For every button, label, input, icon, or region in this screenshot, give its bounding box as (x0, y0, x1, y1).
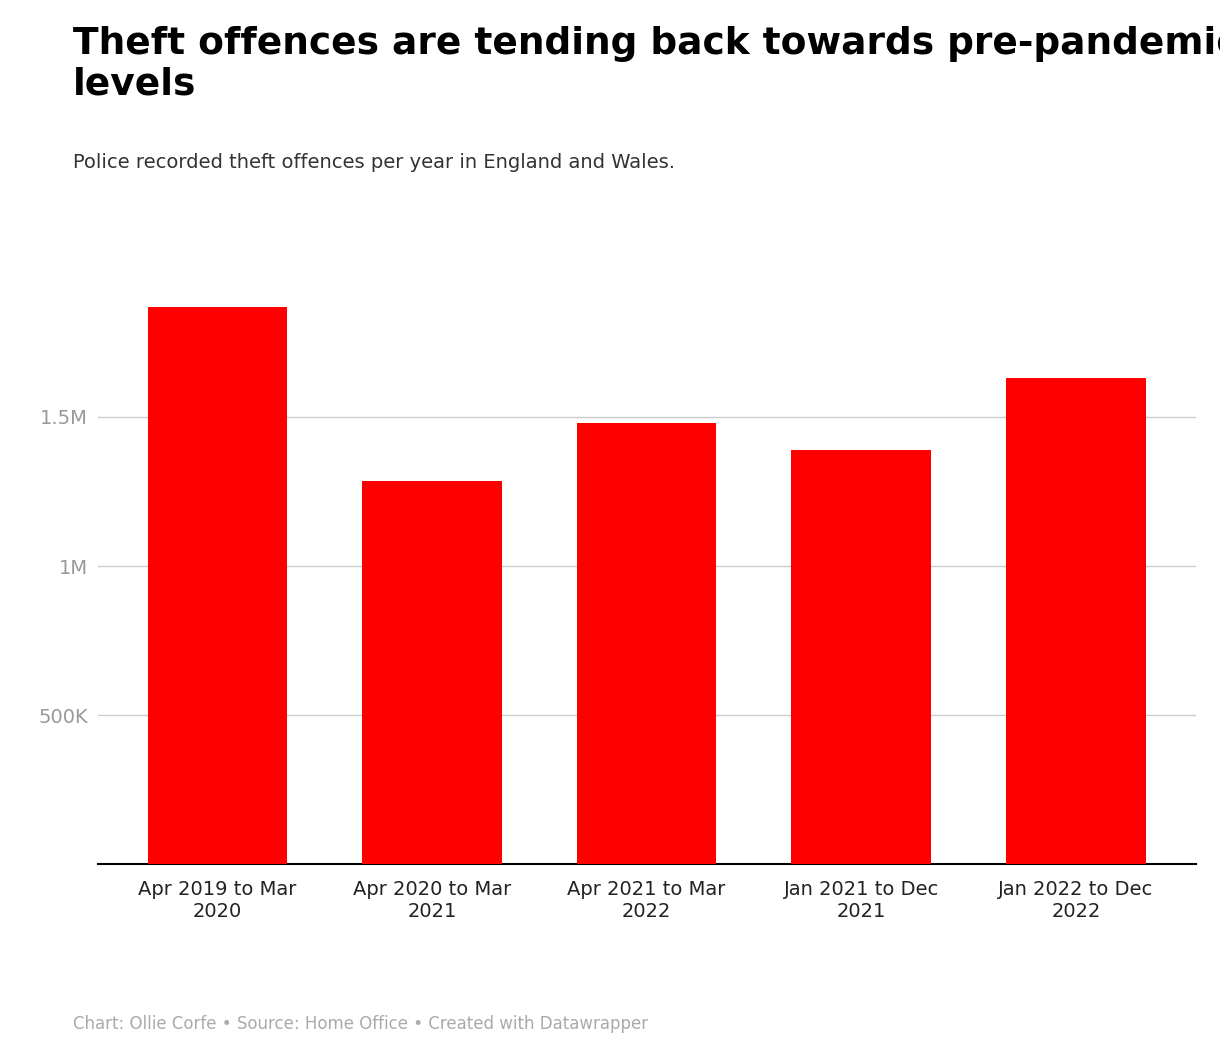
Bar (792, 450, 931, 864)
Text: Police recorded theft offences per year in England and Wales.: Police recorded theft offences per year … (73, 153, 675, 172)
Text: Theft offences are tending back towards pre-pandemic
levels: Theft offences are tending back towards … (73, 26, 1220, 102)
Text: Chart: Ollie Corfe • Source: Home Office • Created with Datawrapper: Chart: Ollie Corfe • Source: Home Office… (73, 1015, 648, 1033)
Bar (362, 481, 501, 864)
Bar (577, 423, 716, 864)
Bar (148, 307, 287, 864)
Bar (1006, 378, 1146, 864)
